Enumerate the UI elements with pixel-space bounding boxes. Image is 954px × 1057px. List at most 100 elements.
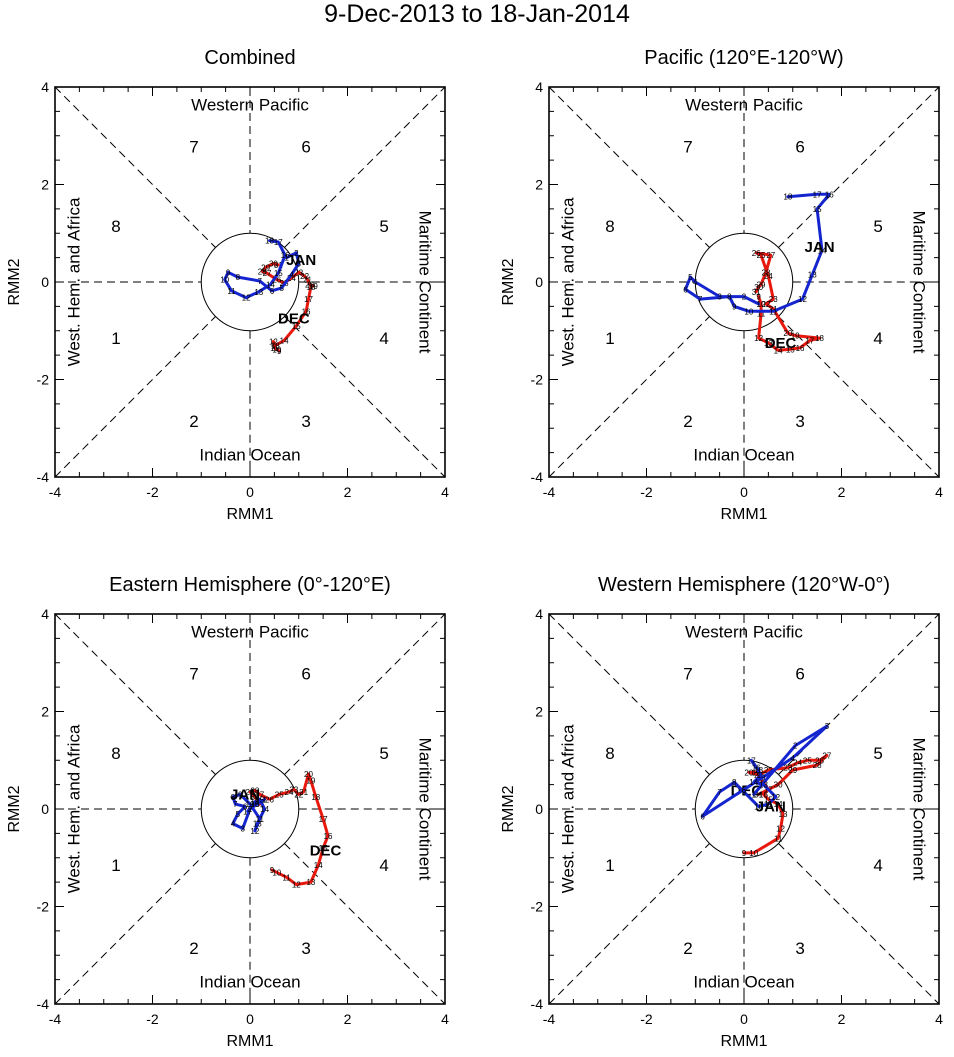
day-label: 19 bbox=[306, 777, 315, 786]
y-tick-label: 2 bbox=[41, 704, 49, 720]
day-label: 8 bbox=[727, 293, 732, 302]
day-label: 20 bbox=[304, 770, 313, 779]
region-label-top: Western Pacific bbox=[191, 622, 309, 641]
day-label: 16 bbox=[759, 790, 768, 799]
divider-sw bbox=[54, 316, 216, 478]
day-label: 22 bbox=[300, 272, 309, 281]
day-label: 15 bbox=[292, 322, 301, 331]
day-label: 23 bbox=[783, 764, 792, 773]
x-tick-label: -2 bbox=[146, 484, 159, 500]
day-label: 30 bbox=[269, 259, 278, 268]
x-tick-label: -2 bbox=[146, 1011, 159, 1027]
divider-ne bbox=[284, 613, 446, 775]
day-label: 28 bbox=[813, 761, 822, 770]
phase-number-5: 5 bbox=[873, 217, 882, 236]
divider-se bbox=[778, 843, 940, 1005]
day-label: 3 bbox=[717, 293, 722, 302]
day-label: 15 bbox=[274, 269, 283, 278]
divider-ne bbox=[778, 86, 940, 248]
day-label: 27 bbox=[766, 251, 775, 260]
day-label: 1 bbox=[284, 254, 289, 263]
day-label: 5 bbox=[236, 810, 241, 819]
day-label: 9 bbox=[742, 788, 747, 797]
month-label: JAN bbox=[230, 786, 260, 803]
trajectory-line bbox=[684, 192, 831, 313]
month-label: DEC bbox=[765, 335, 797, 352]
day-label: 14 bbox=[314, 861, 323, 870]
day-label: 19 bbox=[752, 768, 761, 777]
day-label: 17 bbox=[805, 337, 814, 346]
day-label: 23 bbox=[769, 295, 778, 304]
y-tick-label: 2 bbox=[535, 704, 543, 720]
day-label: 24 bbox=[764, 272, 773, 281]
x-axis-label: RMM1 bbox=[720, 506, 767, 523]
phase-number-8: 8 bbox=[111, 217, 120, 236]
day-label: 21 bbox=[303, 276, 312, 285]
day-label: 19 bbox=[309, 282, 318, 291]
y-tick-label: 4 bbox=[41, 79, 49, 95]
day-label: 15 bbox=[813, 205, 822, 214]
day-label: 14 bbox=[280, 337, 289, 346]
phase-number-1: 1 bbox=[111, 329, 120, 348]
y-tick-label: 0 bbox=[535, 801, 543, 817]
y-tick-label: -4 bbox=[37, 996, 50, 1012]
unit-circle bbox=[200, 759, 300, 859]
divider-se bbox=[284, 843, 446, 1005]
day-label: 9 bbox=[732, 302, 737, 311]
phase-number-4: 4 bbox=[379, 329, 388, 348]
month-label: JAN bbox=[286, 252, 316, 269]
panel-title: Pacific (120°E-120°W) bbox=[644, 47, 843, 69]
day-label: 21 bbox=[299, 788, 308, 797]
divider-ne bbox=[284, 86, 446, 248]
day-label: 28 bbox=[761, 268, 770, 277]
day-label: 13 bbox=[764, 339, 773, 348]
day-label: 12 bbox=[771, 793, 780, 802]
phase-number-6: 6 bbox=[301, 137, 310, 156]
day-label: 20 bbox=[783, 329, 792, 338]
phase-number-2: 2 bbox=[189, 939, 198, 958]
phase-number-7: 7 bbox=[683, 137, 692, 156]
x-tick-label: 2 bbox=[838, 1011, 846, 1027]
x-tick-label: 0 bbox=[246, 1011, 254, 1027]
day-label: 10 bbox=[744, 307, 753, 316]
day-label: 29 bbox=[246, 788, 255, 797]
day-label: 12 bbox=[269, 337, 278, 346]
day-label: 28 bbox=[258, 267, 267, 276]
divider-sw bbox=[548, 316, 710, 478]
x-tick-label: 0 bbox=[740, 484, 748, 500]
day-label: 8 bbox=[236, 273, 241, 282]
day-label: 26 bbox=[265, 795, 274, 804]
day-label: 18 bbox=[311, 793, 320, 802]
y-tick-label: 2 bbox=[41, 177, 49, 193]
day-label: 1 bbox=[756, 300, 761, 309]
day-label: 9 bbox=[742, 849, 747, 858]
phase-number-7: 7 bbox=[189, 664, 198, 683]
day-label: 14 bbox=[774, 800, 783, 809]
panel-2: Pacific (120°E-120°W)-4 -2 0 2 4-4-2024RMM1R… bbox=[500, 47, 943, 523]
day-label: 18 bbox=[250, 798, 259, 807]
day-label: 14 bbox=[774, 346, 783, 355]
day-label: 26 bbox=[272, 276, 281, 285]
region-label-bottom: Indian Ocean bbox=[693, 445, 794, 464]
x-tick-label: 4 bbox=[935, 484, 943, 500]
day-label: 13 bbox=[779, 810, 788, 819]
phase-number-3: 3 bbox=[795, 939, 804, 958]
day-label: 27 bbox=[263, 269, 272, 278]
phase-number-3: 3 bbox=[301, 939, 310, 958]
day-label: 18 bbox=[754, 766, 763, 775]
day-label: 12 bbox=[250, 827, 259, 836]
divider-nw bbox=[54, 613, 216, 775]
phase-number-8: 8 bbox=[605, 744, 614, 763]
day-label: 9 bbox=[226, 268, 231, 277]
region-label-right: Maritime Continent bbox=[910, 211, 929, 354]
day-label: 21 bbox=[769, 305, 778, 314]
day-label: 12 bbox=[776, 825, 785, 834]
day-label: 31 bbox=[274, 261, 283, 270]
day-label: 12 bbox=[292, 881, 301, 890]
day-label: 9 bbox=[238, 790, 243, 799]
day-label: 7 bbox=[258, 277, 263, 286]
day-label: 24 bbox=[287, 274, 296, 283]
